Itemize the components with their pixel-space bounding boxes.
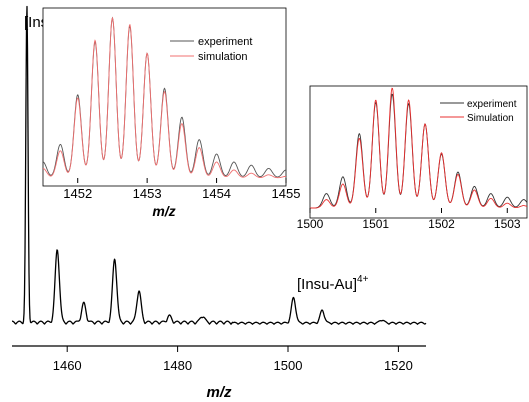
inset-insu-legend: experiment simulation [170,36,252,63]
inset-insu-simulation-trace [42,16,286,179]
inset-insu-x-ticks: 1452 1453 1454 1455 [63,178,300,201]
x-tick-label: 1460 [53,358,82,373]
x-tick-label: 1520 [384,358,413,373]
insu-au-annotation-charge: 4+ [357,274,369,285]
inset-insu-au-x-ticks: 1500 1501 1502 1503 [297,208,521,231]
x-tick-label: 1500 [297,217,324,231]
legend-experiment-au-label: experiment [467,99,517,110]
inset-insu-au-legend: experiment Simulation [440,99,517,124]
main-x-axis-label: m/z [206,384,232,401]
legend-simulation-au-label: Simulation [467,113,514,124]
inset-insu-frame [42,7,287,187]
insu-au-annotation-base: [Insu-Au] [297,276,357,293]
main-spectrum-trace [11,5,427,325]
inset-insu-x-axis-label: m/z [152,203,175,219]
insu-au-annotation: [Insu-Au]4+ [297,274,369,293]
inset-insu-au-simulation-trace [310,87,528,209]
inset-insu-au-plot: 1500 1501 1502 1503 experiment Simulation [297,85,528,231]
x-tick-label: 1453 [133,186,162,201]
legend-simulation-label: simulation [198,51,248,63]
x-tick-label: 1501 [362,217,389,231]
x-tick-label: 1454 [202,186,231,201]
inset-insu-au-frame [309,85,528,219]
main-x-ticks: 1460 1480 1500 1520 [53,346,413,373]
x-tick-label: 1500 [274,358,303,373]
legend-experiment-label: experiment [198,36,252,48]
x-tick-label: 1502 [428,217,455,231]
inset-insu-plot: 1452 1453 1454 1455 m/z experiment simulati… [42,7,300,219]
x-tick-label: 1480 [163,358,192,373]
x-tick-label: 1455 [272,186,301,201]
x-tick-label: 1452 [63,186,92,201]
x-tick-label: 1503 [494,217,521,231]
